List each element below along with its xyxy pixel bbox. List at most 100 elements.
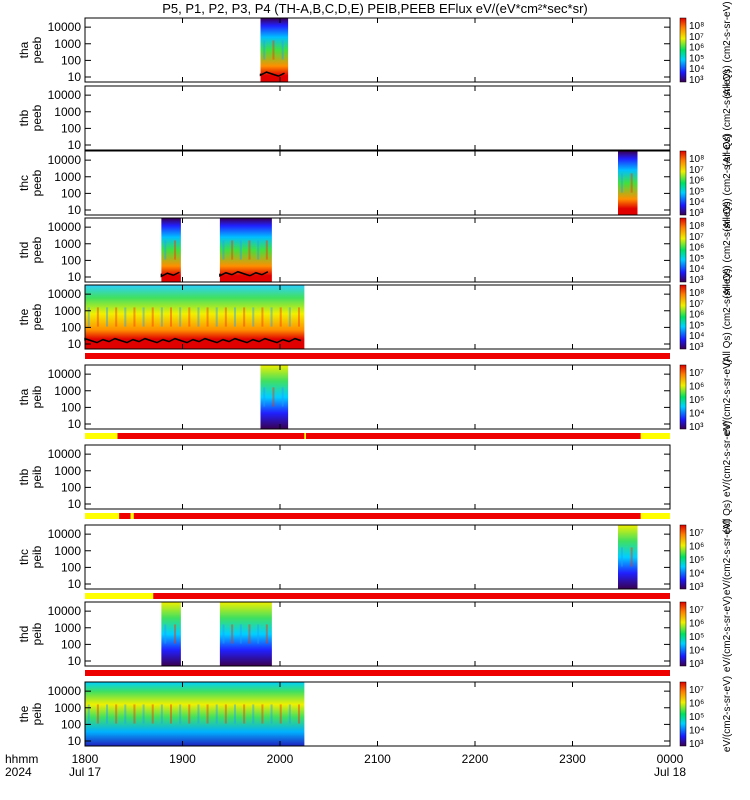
colorbar-tick-label: 10⁷ [689,165,704,176]
y-tick-label: 100 [61,253,81,267]
colorbar-tick-label: 10⁴ [689,646,704,657]
panel-label-probe: tha [17,41,31,58]
status-bar-segment [640,433,670,439]
status-bar-segment [130,513,134,519]
spectrogram-stripe [252,704,255,724]
colorbar-unit-label: (All Qs) eV/(cm2-s-sr-eV) [722,421,733,533]
status-bar-segment [640,513,670,519]
panel-thc-peeb: 10000100010010thcpeeb10⁸10⁷10⁶10⁵10⁴10³(… [17,134,733,231]
y-tick-label: 100 [61,121,81,135]
panel-thd-peib: 10000 1000 100 10 thdpeib 10⁷ 10⁶ 10⁵ 10⁴ 10³ eV/(… [17,596,733,676]
panel-frame [84,85,671,151]
status-bar-segment [117,433,305,439]
spectrogram-stripe [179,307,182,327]
x-axis-label-year: 2024 [5,765,32,779]
spectrogram-stripe [248,624,251,644]
spectrogram-stripe [288,307,291,327]
colorbar-tick-label: 10³ [689,659,704,670]
colorbar-tick-label: 10³ [689,739,704,750]
spectrogram-stripe [106,307,109,327]
x-tick-label: 2300 [559,752,586,766]
colorbar-tick-label: 10⁸ [689,288,704,299]
spectrogram-stripe [197,307,200,327]
y-tick-label: 100 [61,320,81,334]
spectrogram-stripe [160,704,163,724]
spectrogram-stripe [279,704,282,724]
status-bar-segment [85,513,120,519]
colorbar-tick-label: 10⁸ [689,21,704,32]
spectrogram-stripe [270,704,273,724]
panel-label: thepeeb [17,303,44,330]
spectrogram-block [161,602,181,666]
y-tick-label: 10000 [48,153,82,167]
spectrogram-stripe [257,624,260,644]
y-tick-label: 100 [61,480,81,494]
panel-the-peeb: 10000100010010thepeeb10⁸10⁷10⁶10⁵10⁴10³(… [17,268,733,365]
spectrogram-stripe [263,387,266,407]
colorbar-tick-label: 10⁷ [689,299,704,310]
colorbar-tick-label: 10⁵ [689,320,704,331]
colorbar-tick-label: 10³ [689,275,704,286]
spectrogram-stripe [115,704,118,724]
colorbar-unit-label: (All Qs) (cm2-s-sr-eV) [722,201,733,298]
colorbar-unit-label: eV/(cm2-s-sr-eV) [722,359,733,435]
y-tick-label: 10000 [48,604,82,618]
spectrogram-block [260,18,289,82]
panel-label-probe: thd [17,242,31,259]
y-tick-label: 10 [68,337,82,351]
panel-label: thdpeeb [17,236,44,263]
panel-label: thapeeb [17,36,44,63]
spectrogram-stripe [263,40,266,60]
panel-frame [84,17,671,83]
y-tick-label: 10000 [48,367,82,381]
panel-label-probe: thc [17,175,31,191]
spectrogram-stripe [231,624,234,644]
y-tick-label: 10000 [48,287,82,301]
colorbar-tick-label: 10⁷ [689,528,704,539]
spectrogram-stripe [164,240,167,260]
spectrogram-stripe [124,704,127,724]
spacecraft-potential-trace [219,270,269,277]
y-tick-label: 1000 [54,170,81,184]
y-tick-label: 1000 [54,621,81,635]
colorbar [679,217,687,283]
colorbar-tick-label: 10⁴ [689,409,704,420]
panel-label: thdpeib [17,622,44,645]
spacecraft-potential-trace [84,337,302,344]
spectrogram-stripe [252,307,255,327]
colorbar-tick-label: 10⁴ [689,726,704,737]
colorbar-tick-label: 10⁶ [689,176,704,187]
panel-label-product: peeb [30,104,44,131]
y-tick-label: 10 [68,654,82,668]
panel-label-product: peib [30,622,44,645]
y-tick-label: 1000 [54,37,81,51]
colorbar-tick-label: 10⁵ [689,632,704,643]
colorbar-tick-label: 10⁴ [689,569,704,580]
status-bar-segment [306,433,641,439]
y-tick-label: 100 [61,637,81,651]
status-bar-segment [153,593,670,599]
spectrogram-stripe [288,704,291,724]
spectrogram-stripe [231,240,234,260]
status-bar-segment [85,593,154,599]
panel-label-probe: thc [17,549,31,565]
status-bar-segment [119,513,131,519]
y-tick-label: 10000 [48,88,82,102]
y-tick-label: 10 [68,70,82,84]
y-tick-label: 10 [68,203,82,217]
y-tick-label: 1000 [54,384,81,398]
panel-label: thcpeib [17,545,44,568]
y-tick-label: 10 [68,734,82,748]
colorbar-unit-label: (All Qs) (cm2-s-sr-eV) [722,69,733,166]
spectrogram-stripe [257,240,260,260]
panel-label: thepeib [17,702,44,725]
spectrogram-stripe [630,547,633,567]
spectrogram-stripe [222,240,225,260]
panel-thb-peib: 10000 1000 100 10 thbpeib (All Qs) eV/(cm2-s-… [17,421,733,533]
colorbar-unit-label: eV/(cm2-s-sr-eV) [722,519,733,595]
spacecraft-potential-trace [259,71,285,77]
colorbar-tick-label: 10⁷ [689,232,704,243]
spectrogram-stripe [248,240,251,260]
colorbar-tick-label: 10⁶ [689,310,704,321]
